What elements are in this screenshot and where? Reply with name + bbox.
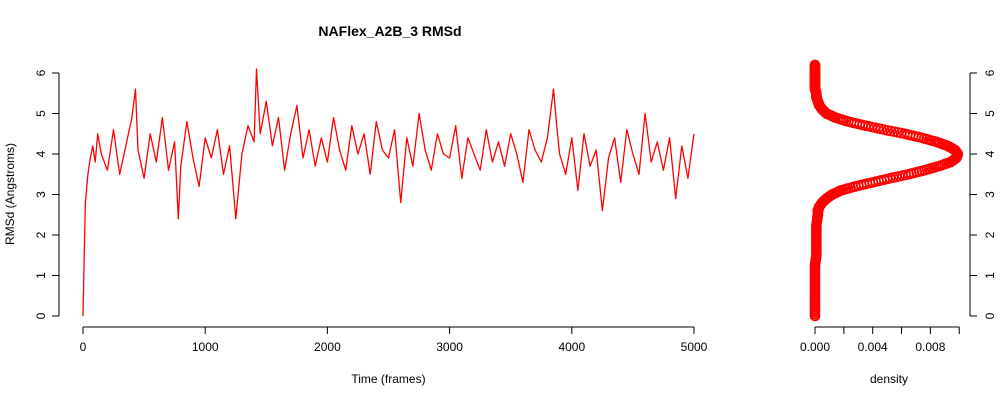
x-tick-label: 1000 xyxy=(192,340,219,354)
x-tick-label: 4000 xyxy=(558,340,585,354)
y-tick-label: 2 xyxy=(34,231,48,238)
y-axis-title: RMSd (Angstroms) xyxy=(3,143,17,245)
density-y-tick-label: 4 xyxy=(983,150,997,157)
y-tick-label: 6 xyxy=(34,69,48,76)
x-tick-label: 5000 xyxy=(681,340,708,354)
y-tick-label: 5 xyxy=(34,110,48,117)
density-y-tick-label: 3 xyxy=(983,191,997,198)
rmsd-series-line xyxy=(82,68,695,317)
main-axes: 0 1000 2000 3000 4000 5000 0 1 2 3 4 5 6 xyxy=(34,69,708,354)
density-point xyxy=(809,59,821,71)
y-tick-label: 3 xyxy=(34,191,48,198)
density-axes: 0.000 0.004 0.008 0 1 2 3 4 5 6 xyxy=(800,69,997,354)
x-tick-label: 0 xyxy=(80,340,87,354)
chart-title: NAFlex_A2B_3 RMSd xyxy=(318,23,461,39)
y-tick-label: 4 xyxy=(34,150,48,157)
x-axis-title: Time (frames) xyxy=(351,372,425,386)
density-series xyxy=(809,59,964,322)
density-y-tick-label: 1 xyxy=(983,272,997,279)
density-y-tick-label: 6 xyxy=(983,69,997,76)
x-tick-label: 2000 xyxy=(314,340,341,354)
y-tick-label: 1 xyxy=(34,272,48,279)
density-y-tick-label: 5 xyxy=(983,110,997,117)
density-x-tick-label: 0.008 xyxy=(915,340,945,354)
density-x-axis-title: density xyxy=(870,372,908,386)
main-series xyxy=(82,68,695,317)
density-y-tick-label: 0 xyxy=(983,312,997,319)
density-y-tick-label: 2 xyxy=(983,231,997,238)
density-x-tick-label: 0.000 xyxy=(800,340,830,354)
y-tick-label: 0 xyxy=(34,312,48,319)
x-tick-label: 3000 xyxy=(436,340,463,354)
density-x-tick-label: 0.004 xyxy=(858,340,888,354)
